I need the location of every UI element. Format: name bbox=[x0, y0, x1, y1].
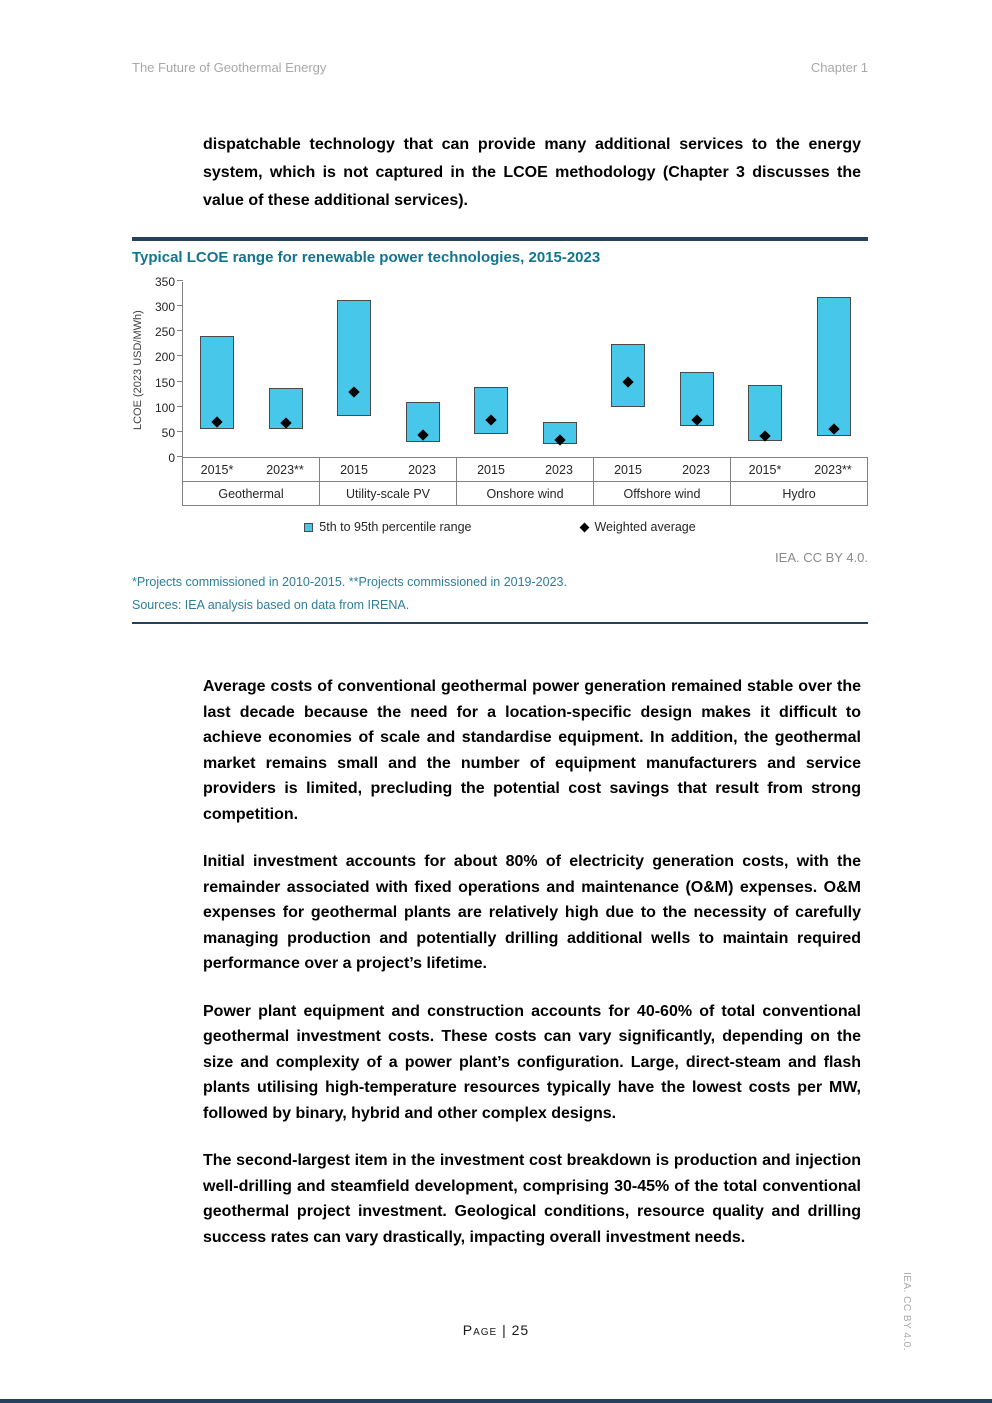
y-tick-mark bbox=[177, 305, 183, 307]
chart-group bbox=[457, 282, 594, 457]
y-tick-mark bbox=[177, 380, 183, 382]
category-column: 2015* 2023** Hydro bbox=[731, 458, 868, 505]
bar-slot bbox=[731, 282, 800, 457]
chart-plot bbox=[177, 280, 868, 458]
category-axis: 2015* 2023** Geothermal 2015 2023 Utility-sca… bbox=[182, 458, 868, 506]
chart-group bbox=[731, 282, 868, 457]
bar-slot bbox=[252, 282, 321, 457]
y-axis-ticks: 0 50 100 150 200 250 300 350 bbox=[150, 276, 182, 464]
category-column: 2015 2023 Onshore wind bbox=[457, 458, 594, 505]
technology-label: Geothermal bbox=[218, 487, 284, 501]
year-label: 2015 bbox=[477, 463, 505, 477]
y-tick-mark bbox=[177, 430, 183, 432]
y-tick-label: 300 bbox=[154, 300, 175, 315]
percentile-range-bar bbox=[816, 297, 851, 436]
chart-legend: 5th to 95th percentile range Weighted av… bbox=[132, 520, 868, 534]
year-label: 2015* bbox=[748, 463, 782, 477]
year-label: 2023 bbox=[408, 463, 436, 477]
category-column: 2015 2023 Offshore wind bbox=[594, 458, 731, 505]
y-tick-label: 100 bbox=[154, 400, 175, 415]
percentile-range-bar bbox=[200, 336, 235, 430]
y-tick-label: 150 bbox=[154, 375, 175, 390]
category-column: 2015 2023 Utility-scale PV bbox=[320, 458, 457, 505]
technology-label: Offshore wind bbox=[623, 487, 701, 501]
y-tick-label: 250 bbox=[154, 325, 175, 340]
y-tick-mark bbox=[177, 405, 183, 407]
page-footer: Page | 25 bbox=[462, 1322, 530, 1338]
figure-top-rule bbox=[132, 237, 868, 241]
intro-paragraph: dispatchable technology that can provide… bbox=[203, 136, 861, 209]
legend-range-label: 5th to 95th percentile range bbox=[319, 520, 472, 534]
body-paragraph-4: The second-largest item in the investmen… bbox=[203, 1152, 861, 1246]
y-tick-label: 200 bbox=[154, 350, 175, 365]
chart-group bbox=[183, 282, 320, 457]
percentile-range-bar bbox=[337, 299, 372, 416]
body-paragraph-1: Average costs of conventional geothermal… bbox=[203, 678, 861, 823]
bar-slot bbox=[457, 282, 526, 457]
y-tick-label: 50 bbox=[161, 425, 175, 440]
percentile-range-bar bbox=[679, 371, 714, 426]
y-tick-mark bbox=[177, 280, 183, 281]
diamond-swatch-icon bbox=[580, 522, 590, 532]
year-label: 2023** bbox=[266, 463, 304, 477]
bar-slot bbox=[320, 282, 389, 457]
body-text: Average costs of conventional geothermal… bbox=[203, 674, 861, 1272]
year-label: 2015 bbox=[340, 463, 368, 477]
chart-footnote: *Projects commissioned in 2010-2015. **P… bbox=[132, 575, 567, 589]
lcoe-chart: LCOE (2023 USD/MWh) 0 50 100 150 200 250 300 35… bbox=[132, 276, 868, 464]
chart-group bbox=[320, 282, 457, 457]
range-swatch-icon bbox=[304, 522, 314, 532]
year-label: 2015 bbox=[614, 463, 642, 477]
bar-slot bbox=[183, 282, 252, 457]
category-table: 2015* 2023** Geothermal 2015 2023 Utility-sca… bbox=[182, 458, 868, 506]
legend-item-range: 5th to 95th percentile range bbox=[304, 520, 471, 534]
year-label: 2023 bbox=[682, 463, 710, 477]
bar-slot bbox=[594, 282, 663, 457]
year-label: 2023 bbox=[545, 463, 573, 477]
technology-label: Hydro bbox=[782, 487, 816, 501]
bar-slot bbox=[663, 282, 732, 457]
body-paragraph-2: Initial investment accounts for about 80… bbox=[203, 853, 861, 972]
bar-slot bbox=[526, 282, 595, 457]
percentile-range-bar bbox=[474, 386, 509, 435]
body-paragraph-3: Power plant equipment and construction a… bbox=[203, 1002, 861, 1122]
figure-title: Typical LCOE range for renewable power t… bbox=[132, 249, 601, 266]
chart-attribution: IEA. CC BY 4.0. bbox=[775, 550, 868, 565]
legend-average-label: Weighted average bbox=[594, 520, 696, 534]
year-label: 2015* bbox=[200, 463, 234, 477]
page-header: The Future of Geothermal Energy Chapter … bbox=[132, 60, 868, 75]
y-tick-label: 0 bbox=[168, 451, 175, 465]
bar-slot bbox=[389, 282, 458, 457]
technology-label: Onshore wind bbox=[486, 487, 564, 501]
y-axis-title: LCOE (2023 USD/MWh) bbox=[132, 310, 144, 430]
header-chapter: Chapter 1 bbox=[810, 60, 868, 75]
page-bottom-rule bbox=[0, 1399, 992, 1403]
year-label: 2023** bbox=[814, 463, 852, 477]
legend-item-average: Weighted average bbox=[580, 520, 696, 534]
technology-label: Utility-scale PV bbox=[345, 487, 431, 501]
chart-sources: Sources: IEA analysis based on data from… bbox=[132, 598, 410, 612]
y-tick-mark bbox=[177, 355, 183, 357]
figure-bottom-rule bbox=[132, 622, 868, 624]
lcoe-figure: Typical LCOE range for renewable power t… bbox=[132, 237, 868, 624]
y-tick-mark bbox=[177, 330, 183, 332]
bar-slot bbox=[800, 282, 869, 457]
percentile-range-bar bbox=[611, 344, 646, 407]
header-title: The Future of Geothermal Energy bbox=[132, 60, 327, 75]
y-tick-mark bbox=[177, 456, 183, 457]
category-column: 2015* 2023** Geothermal bbox=[182, 458, 320, 505]
chart-group bbox=[594, 282, 731, 457]
y-tick-label: 350 bbox=[154, 275, 175, 289]
side-attribution: IEA. CC BY 4.0. bbox=[901, 1272, 912, 1352]
